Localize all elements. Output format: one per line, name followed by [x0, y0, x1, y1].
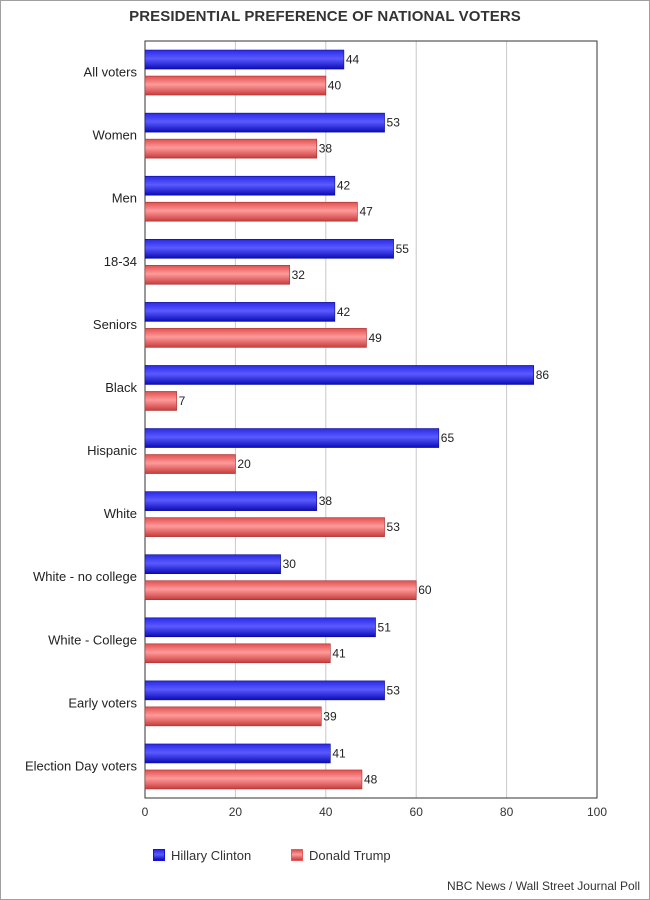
category-label: All voters [84, 65, 138, 80]
category-label: Black [105, 380, 137, 395]
data-label: 47 [359, 205, 373, 219]
data-label: 53 [387, 116, 401, 130]
category-label: Hispanic [87, 443, 137, 458]
data-label: 32 [292, 268, 306, 282]
legend-swatch-donald-trump [291, 849, 303, 861]
chart-title: PRESIDENTIAL PREFERENCE OF NATIONAL VOTE… [129, 8, 521, 25]
legend-label-donald-trump: Donald Trump [309, 847, 391, 863]
x-tick-label: 80 [500, 805, 514, 819]
bar-clinton [144, 554, 281, 575]
bar-trump [144, 643, 331, 664]
data-label: 42 [337, 305, 351, 319]
data-label: 51 [378, 620, 392, 634]
data-label: 41 [332, 746, 346, 760]
bar-clinton [144, 491, 318, 511]
bar-trump [144, 517, 385, 537]
bar-trump [144, 138, 318, 159]
bar-trump [144, 580, 417, 601]
category-label: Early voters [68, 695, 137, 710]
bar-clinton [144, 617, 376, 638]
data-label: 44 [346, 53, 360, 67]
data-label: 30 [283, 557, 297, 571]
bar-trump [144, 391, 177, 411]
data-label: 53 [387, 520, 401, 534]
x-tick-label: 60 [410, 805, 424, 819]
bar-clinton [144, 302, 336, 322]
legend-item-hillary-clinton: Hillary Clinton [153, 847, 251, 863]
x-tick-label: 40 [319, 805, 333, 819]
data-label: 42 [337, 179, 351, 193]
data-label: 65 [441, 431, 455, 445]
x-tick-label: 20 [229, 805, 243, 819]
bar-clinton [144, 743, 331, 764]
bar-trump [144, 328, 367, 348]
data-label: 39 [323, 709, 337, 723]
data-label: 7 [179, 394, 186, 408]
category-label: White [104, 506, 137, 521]
source-note: NBC News / Wall Street Journal Poll [447, 879, 640, 893]
data-label: 53 [387, 683, 401, 697]
data-label: 20 [237, 457, 251, 471]
bar-clinton [144, 112, 385, 133]
data-label: 86 [536, 368, 550, 382]
bar-trump [144, 201, 358, 222]
data-label: 48 [364, 772, 378, 786]
bar-trump [144, 454, 236, 474]
category-label: Women [92, 128, 137, 143]
bar-clinton [144, 428, 440, 448]
bar-clinton [144, 238, 394, 259]
bar-trump [144, 706, 322, 727]
bar-trump [144, 75, 327, 96]
bar-trump [144, 769, 363, 790]
x-tick-label: 0 [142, 805, 149, 819]
bar-clinton [144, 49, 345, 70]
data-label: 41 [332, 646, 346, 660]
bar-trump [144, 264, 290, 285]
bar-clinton [144, 175, 336, 196]
data-label: 49 [368, 331, 382, 345]
data-label: 40 [328, 79, 342, 93]
legend-label-hillary-clinton: Hillary Clinton [171, 847, 252, 863]
bar-clinton [144, 365, 535, 385]
data-label: 38 [319, 494, 333, 508]
category-label: White - no college [33, 569, 137, 584]
category-label: Men [112, 191, 137, 206]
category-label: 18-34 [104, 254, 137, 269]
data-label: 60 [418, 583, 432, 597]
category-label: White - College [48, 632, 137, 647]
plot-area-border [144, 40, 598, 799]
x-tick-label: 100 [587, 805, 607, 819]
data-label: 38 [319, 142, 333, 156]
bar-clinton [144, 680, 385, 701]
category-label: Election Day voters [25, 758, 137, 773]
data-label: 55 [396, 242, 410, 256]
legend-item-donald-trump: Donald Trump [291, 847, 391, 863]
category-label: Seniors [93, 317, 138, 332]
legend-swatch-hillary-clinton [153, 849, 165, 861]
